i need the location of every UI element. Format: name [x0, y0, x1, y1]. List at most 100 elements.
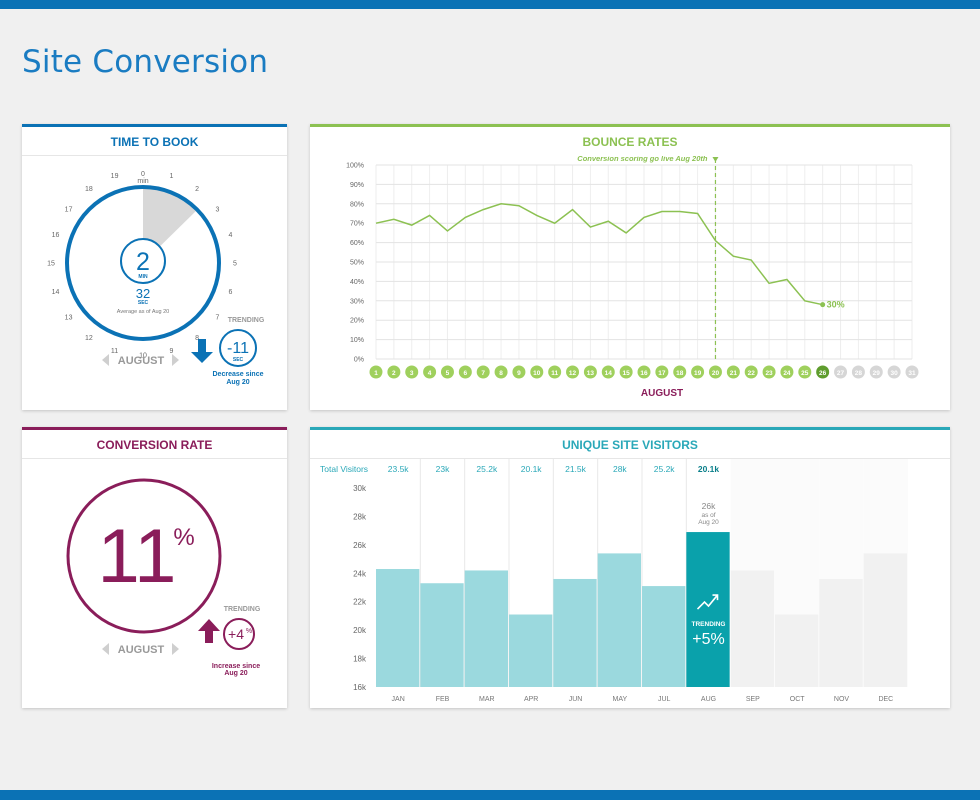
- day-badge[interactable]: [869, 365, 883, 379]
- seconds-value: 32: [136, 286, 150, 301]
- day-badge[interactable]: [566, 365, 580, 379]
- day-badge[interactable]: [512, 365, 526, 379]
- day-badge[interactable]: [655, 365, 669, 379]
- day-badge[interactable]: [458, 365, 472, 379]
- x-tick-label: SEP: [746, 696, 760, 703]
- dial-number: 17: [65, 206, 73, 213]
- y-tick-label: 50%: [350, 260, 364, 267]
- previous-month-arrow[interactable]: [102, 643, 109, 655]
- dial-number: 16: [52, 232, 60, 239]
- trend-note-line1: Increase since: [212, 663, 260, 670]
- day-number: 12: [569, 370, 577, 377]
- day-badge[interactable]: [798, 365, 812, 379]
- visitor-bar[interactable]: [819, 578, 863, 687]
- visitor-bar[interactable]: [686, 532, 730, 687]
- day-badge[interactable]: [744, 365, 758, 379]
- day-badge[interactable]: [440, 365, 454, 379]
- day-badge[interactable]: [530, 365, 544, 379]
- day-badge[interactable]: [905, 365, 919, 379]
- conversion-rate-panel: CONVERSION RATE 11 % AUGUST TRENDING +4 …: [22, 427, 287, 708]
- day-badge[interactable]: [619, 365, 633, 379]
- day-badge[interactable]: [673, 365, 687, 379]
- bounce-rate-series: [375, 203, 823, 306]
- day-badge[interactable]: [494, 365, 508, 379]
- dial-unit: min: [137, 178, 148, 185]
- day-badge[interactable]: [708, 365, 722, 379]
- visitor-bar[interactable]: [420, 583, 464, 687]
- day-badge[interactable]: [637, 365, 651, 379]
- day-badge[interactable]: [851, 365, 865, 379]
- conversion-value: 11: [98, 514, 177, 599]
- unique-visitors-title: UNIQUE SITE VISITORS: [310, 430, 950, 459]
- day-number: 27: [837, 370, 845, 377]
- day-badge[interactable]: [369, 365, 383, 379]
- go-live-marker-tip: [712, 157, 719, 162]
- page-title: Site Conversion: [22, 44, 269, 80]
- dial-number: 13: [65, 315, 73, 322]
- y-tick-label: 60%: [350, 240, 364, 247]
- day-number: 19: [694, 370, 702, 377]
- x-tick-label: MAR: [479, 696, 495, 703]
- day-number: 11: [551, 370, 558, 377]
- next-month-arrow[interactable]: [172, 643, 179, 655]
- day-badge[interactable]: [726, 365, 740, 379]
- y-tick-label: 0%: [354, 357, 364, 364]
- day-badge[interactable]: [405, 365, 419, 379]
- next-month-arrow[interactable]: [172, 354, 179, 366]
- day-badge[interactable]: [601, 365, 615, 379]
- dial-zero: 0: [141, 171, 145, 178]
- day-number: 7: [481, 370, 485, 377]
- month-total: 21.5k: [565, 464, 587, 474]
- day-badge[interactable]: [548, 365, 562, 379]
- x-tick-label: NOV: [834, 696, 850, 703]
- trend-unit: SEC: [233, 357, 244, 363]
- day-badge[interactable]: [387, 365, 401, 379]
- end-value-label: 30%: [827, 300, 845, 310]
- day-badge[interactable]: [816, 365, 830, 379]
- y-tick-label: 16k: [353, 683, 367, 692]
- dial-number: 6: [229, 289, 233, 296]
- y-tick-label: 80%: [350, 201, 364, 208]
- day-badge[interactable]: [423, 365, 437, 379]
- day-number: 22: [748, 370, 756, 377]
- conversion-unit: %: [173, 524, 194, 551]
- month-total: 25.2k: [476, 464, 498, 474]
- x-tick-label: APR: [524, 696, 538, 703]
- visitor-bar[interactable]: [553, 578, 597, 687]
- day-number: 5: [446, 370, 450, 377]
- down-arrow-icon: [191, 339, 213, 363]
- y-tick-label: 30%: [350, 298, 364, 305]
- visitor-bar[interactable]: [642, 586, 686, 687]
- dial-number: 10: [139, 353, 147, 360]
- visitor-bar[interactable]: [730, 570, 774, 687]
- day-badge[interactable]: [834, 365, 848, 379]
- day-number: 3: [410, 370, 414, 377]
- visitor-bar[interactable]: [509, 614, 553, 687]
- previous-month-arrow[interactable]: [102, 354, 109, 366]
- day-number: 17: [658, 370, 666, 377]
- day-badge[interactable]: [762, 365, 776, 379]
- day-badge[interactable]: [476, 365, 490, 379]
- day-badge[interactable]: [583, 365, 597, 379]
- day-number: 2: [392, 370, 396, 377]
- y-tick-label: 28k: [353, 512, 367, 521]
- active-trending-label: TRENDING: [692, 621, 726, 628]
- visitor-bar[interactable]: [863, 553, 907, 687]
- day-badge[interactable]: [780, 365, 794, 379]
- day-number: 28: [855, 370, 863, 377]
- visitor-bar[interactable]: [597, 553, 641, 687]
- x-tick-label: JUL: [658, 696, 671, 703]
- y-tick-label: 90%: [350, 182, 364, 189]
- x-tick-label: OCT: [790, 696, 806, 703]
- minutes-label: MIN: [138, 274, 148, 280]
- x-tick-label: DEC: [878, 696, 893, 703]
- day-badge[interactable]: [887, 365, 901, 379]
- day-badge[interactable]: [691, 365, 705, 379]
- x-tick-label: AUG: [701, 696, 716, 703]
- y-tick-label: 24k: [353, 569, 367, 578]
- visitor-bar[interactable]: [464, 570, 508, 687]
- dial-number: 12: [85, 335, 93, 342]
- visitor-bar[interactable]: [775, 614, 819, 687]
- day-number: 21: [730, 370, 738, 377]
- visitor-bar[interactable]: [376, 569, 420, 687]
